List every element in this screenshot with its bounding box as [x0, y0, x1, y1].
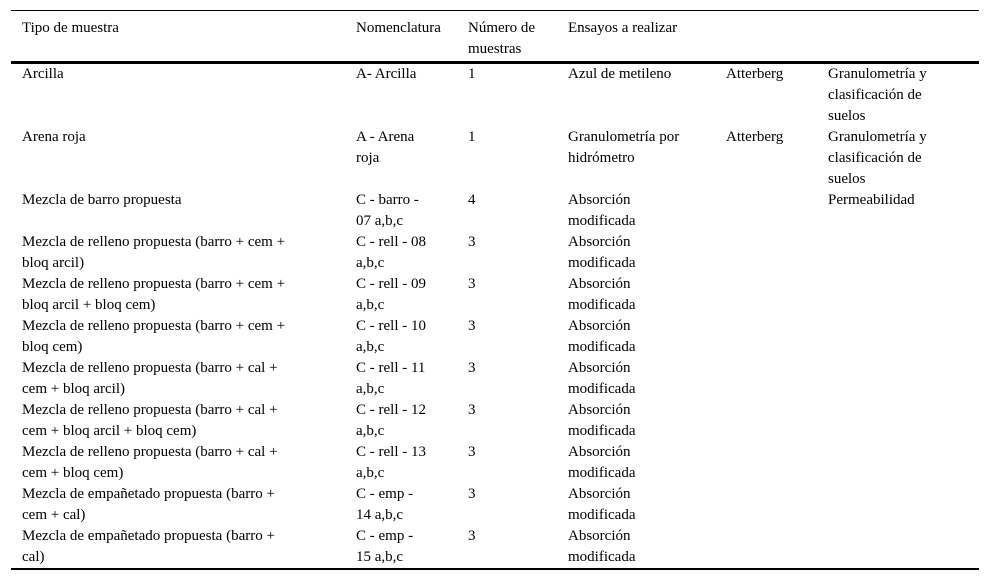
cell-ensayo-b: [726, 190, 828, 232]
cell-numero: 3: [468, 318, 476, 334]
cell-ensayo-b: [726, 484, 828, 526]
column-header-numero-de-muestras: Número de muestras: [468, 10, 568, 64]
cell-ensayo-a: Azul de metileno: [568, 66, 672, 82]
cell-tipo: Arcilla: [22, 66, 64, 82]
cell-ensayo-a: Absorción modificada: [568, 234, 636, 271]
cell-ensayo-c: [828, 526, 979, 569]
cell-nomenclatura: C - rell - 10 a,b,c: [356, 318, 426, 355]
table-header: Tipo de muestra Nomenclatura Número de m…: [11, 10, 980, 64]
table-row: Mezcla de barro propuesta C - barro - 07…: [11, 190, 979, 232]
cell-ensayo-a: Absorción modificada: [568, 276, 636, 313]
cell-ensayo-c: [828, 442, 979, 484]
table-row: Mezcla de relleno propuesta (barro + cem…: [11, 274, 979, 316]
cell-tipo: Mezcla de relleno propuesta (barro + cal…: [22, 402, 278, 439]
cell-ensayo-a: Absorción modificada: [568, 192, 636, 229]
cell-ensayo-a: Granulometría por hidrómetro: [568, 129, 680, 166]
cell-ensayo-c: Permeabilidad: [828, 192, 915, 208]
table-row: Mezcla de relleno propuesta (barro + cal…: [11, 358, 979, 400]
cell-ensayo-c: [828, 358, 979, 400]
header-row: Tipo de muestra Nomenclatura Número de m…: [11, 10, 980, 64]
cell-numero: 3: [468, 234, 476, 250]
table-row: Mezcla de empañetado propuesta (barro + …: [11, 484, 979, 526]
cell-nomenclatura: C - rell - 08 a,b,c: [356, 234, 426, 271]
cell-tipo: Mezcla de empañetado propuesta (barro + …: [22, 486, 275, 523]
cell-numero: 1: [468, 129, 476, 145]
cell-numero: 3: [468, 402, 476, 418]
cell-nomenclatura: C - rell - 12 a,b,c: [356, 402, 426, 439]
cell-ensayo-c: Granulometría y clasificación de suelos: [828, 66, 927, 124]
cell-ensayo-c: [828, 274, 979, 316]
cell-tipo: Mezcla de relleno propuesta (barro + cal…: [22, 360, 278, 397]
samples-table: Tipo de muestra Nomenclatura Número de m…: [11, 10, 980, 570]
cell-ensayo-b: [726, 442, 828, 484]
cell-tipo: Mezcla de relleno propuesta (barro + cem…: [22, 318, 286, 355]
table-row: Mezcla de empañetado propuesta (barro + …: [11, 526, 979, 569]
cell-tipo: Mezcla de relleno propuesta (barro + cem…: [22, 234, 286, 271]
table-row: Mezcla de relleno propuesta (barro + cem…: [11, 232, 979, 274]
cell-tipo: Arena roja: [22, 129, 86, 145]
cell-ensayo-b: [726, 232, 828, 274]
table-row: Arcilla A- Arcilla 1 Azul de metileno At…: [11, 63, 979, 128]
cell-ensayo-c: Granulometría y clasificación de suelos: [828, 129, 927, 187]
table-row: Mezcla de relleno propuesta (barro + cal…: [11, 442, 979, 484]
cell-ensayo-a: Absorción modificada: [568, 402, 636, 439]
cell-nomenclatura: A - Arena roja: [356, 129, 415, 166]
cell-numero: 1: [468, 66, 476, 82]
cell-ensayo-a: Absorción modificada: [568, 486, 636, 523]
cell-numero: 3: [468, 276, 476, 292]
cell-nomenclatura: C - rell - 09 a,b,c: [356, 276, 426, 313]
table-row: Arena roja A - Arena roja 1 Granulometrí…: [11, 127, 979, 190]
table-row: Mezcla de relleno propuesta (barro + cem…: [11, 316, 979, 358]
cell-tipo: Mezcla de relleno propuesta (barro + cem…: [22, 276, 286, 313]
cell-tipo: Mezcla de empañetado propuesta (barro + …: [22, 528, 275, 565]
cell-numero: 3: [468, 444, 476, 460]
cell-nomenclatura: C - rell - 11 a,b,c: [356, 360, 426, 397]
cell-ensayo-c: [828, 400, 979, 442]
column-header-nomenclatura: Nomenclatura: [356, 10, 468, 64]
cell-ensayo-b: [726, 274, 828, 316]
cell-ensayo-a: Absorción modificada: [568, 444, 636, 481]
table-row: Mezcla de relleno propuesta (barro + cal…: [11, 400, 979, 442]
cell-ensayo-c: [828, 232, 979, 274]
cell-ensayo-b: [726, 358, 828, 400]
cell-numero: 3: [468, 528, 476, 544]
cell-ensayo-a: Absorción modificada: [568, 528, 636, 565]
cell-nomenclatura: C - barro - 07 a,b,c: [356, 192, 419, 229]
cell-tipo: Mezcla de relleno propuesta (barro + cal…: [22, 444, 278, 481]
column-header-ensayos-a-realizar: Ensayos a realizar: [568, 10, 980, 64]
cell-ensayo-c: [828, 316, 979, 358]
cell-ensayo-c: [828, 484, 979, 526]
cell-ensayo-b: [726, 400, 828, 442]
cell-numero: 3: [468, 486, 476, 502]
cell-numero: 4: [468, 192, 476, 208]
cell-ensayo-a: Absorción modificada: [568, 360, 636, 397]
cell-ensayo-b: Atterberg: [726, 66, 784, 82]
cell-nomenclatura: C - emp - 15 a,b,c: [356, 528, 414, 565]
cell-nomenclatura: C - emp - 14 a,b,c: [356, 486, 414, 523]
cell-ensayo-a: Absorción modificada: [568, 318, 636, 355]
cell-numero: 3: [468, 360, 476, 376]
table-body: Arcilla A- Arcilla 1 Azul de metileno At…: [11, 63, 979, 570]
column-header-tipo-de-muestra: Tipo de muestra: [11, 10, 356, 64]
cell-nomenclatura: A- Arcilla: [356, 66, 417, 82]
cell-tipo: Mezcla de barro propuesta: [22, 192, 182, 208]
cell-ensayo-b: Atterberg: [726, 129, 784, 145]
cell-ensayo-b: [726, 316, 828, 358]
cell-ensayo-b: [726, 526, 828, 569]
cell-nomenclatura: C - rell - 13 a,b,c: [356, 444, 426, 481]
